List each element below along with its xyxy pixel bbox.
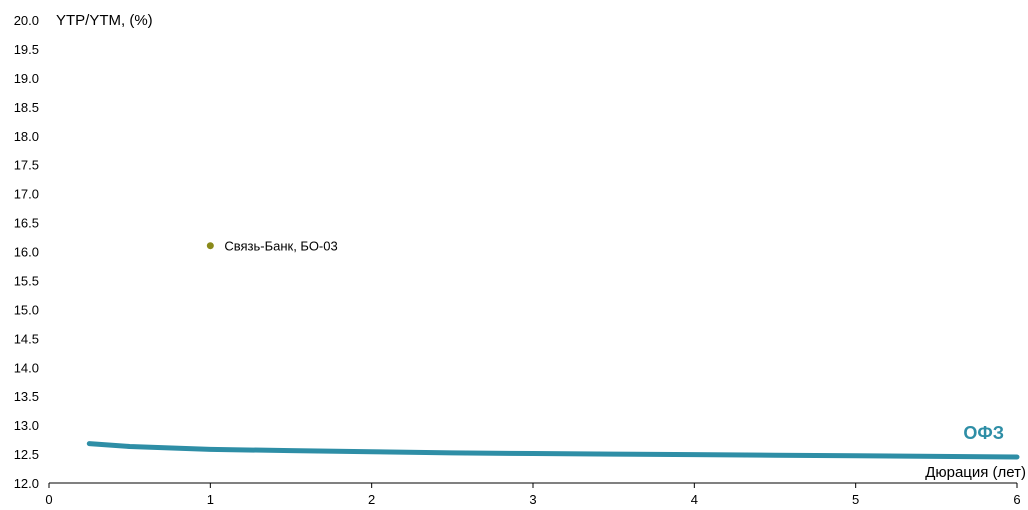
y-tick-label: 16.5 (14, 216, 39, 231)
x-tick-label: 2 (368, 492, 375, 507)
series-layer: ОФЗ Связь-Банк, БО-03 (86, 239, 1020, 460)
x-tick-label: 6 (1013, 492, 1020, 507)
x-tick-label: 5 (852, 492, 859, 507)
y-tick-label: 15.5 (14, 273, 39, 288)
y-tick-label: 14.0 (14, 360, 39, 375)
y-tick-label: 12.0 (14, 476, 39, 491)
y-tick-label: 13.5 (14, 389, 39, 404)
data-point-label: Связь-Банк, БО-03 (224, 239, 337, 254)
y-tick-label: 16.0 (14, 245, 39, 260)
y-tick-label: 17.5 (14, 158, 39, 173)
x-axis-label: Дюрация (лет) (925, 464, 1026, 481)
y-tick-label: 12.5 (14, 447, 39, 462)
y-axis-ticks: 12.0 12.5 13.0 13.5 14.0 14.5 15.0 15.5 16.0 16.5… (14, 13, 39, 491)
ofz-curve (86, 441, 1020, 460)
y-tick-label: 17.0 (14, 187, 39, 202)
x-tick-label: 1 (207, 492, 214, 507)
x-axis-ticks: 0 1 2 3 4 5 6 (45, 492, 1020, 507)
x-tick-label: 3 (529, 492, 536, 507)
y-tick-label: 15.0 (14, 302, 39, 317)
x-axis (48, 482, 1018, 488)
y-tick-label: 18.5 (14, 100, 39, 115)
data-point (206, 242, 214, 250)
x-tick-label: 0 (45, 492, 52, 507)
y-tick-label: 19.0 (14, 71, 39, 86)
y-tick-label: 19.5 (14, 42, 39, 57)
y-tick-label: 13.0 (14, 418, 39, 433)
y-tick-label: 14.5 (14, 331, 39, 346)
x-tick-label: 4 (691, 492, 698, 507)
y-tick-label: 18.0 (14, 129, 39, 144)
series-label: ОФЗ (963, 423, 1004, 443)
y-axis-label: YTP/YTM, (%) (56, 12, 153, 29)
y-tick-label: 20.0 (14, 13, 39, 28)
